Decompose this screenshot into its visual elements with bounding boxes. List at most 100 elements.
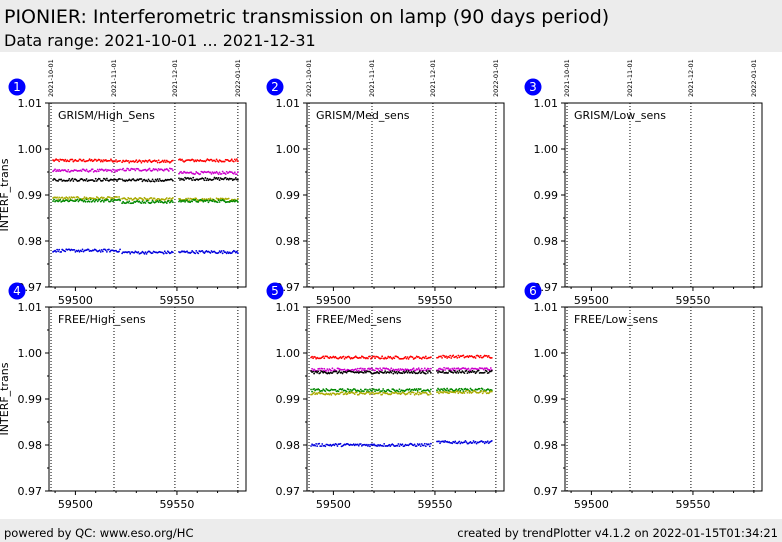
data-point-olive	[67, 198, 70, 200]
data-point-blue	[226, 251, 229, 253]
data-point-magenta	[89, 170, 92, 172]
data-point-black	[94, 177, 97, 180]
data-point-black	[98, 178, 101, 180]
data-point-green	[164, 201, 167, 203]
y-tick-label: 0.97	[276, 485, 301, 498]
data-point-black	[233, 178, 236, 181]
data-point-green	[478, 387, 481, 390]
data-point-black	[396, 372, 399, 375]
data-point-magenta	[488, 368, 491, 371]
data-point-black	[457, 372, 460, 374]
data-point-blue	[137, 251, 140, 253]
data-point-blue	[369, 445, 371, 448]
data-point-magenta	[360, 369, 363, 372]
data-point-magenta	[318, 367, 321, 370]
data-point-magenta	[133, 168, 136, 171]
data-point-magenta	[216, 172, 219, 174]
footer-generator-info: created by trendPlotter v4.1.2 on 2022-0…	[457, 526, 778, 540]
data-range-subtitle: Data range: 2021-10-01 ... 2021-12-31	[4, 31, 316, 50]
data-point-green	[341, 388, 344, 390]
data-point-red	[414, 356, 417, 359]
data-point-olive	[73, 196, 76, 199]
y-tick-label: 1.00	[18, 143, 43, 156]
data-point-olive	[316, 393, 319, 395]
data-point-blue	[80, 250, 83, 253]
data-point-blue	[320, 445, 323, 448]
data-point-blue	[201, 250, 204, 252]
data-point-red	[214, 160, 217, 163]
data-point-blue	[98, 249, 101, 252]
x-tick-label: 59500	[58, 498, 93, 511]
data-point-green	[128, 200, 131, 203]
data-point-olive	[179, 197, 181, 200]
data-point-magenta	[85, 168, 88, 171]
x-tick-label: 59500	[316, 498, 351, 511]
data-point-green	[365, 388, 367, 391]
data-point-red	[128, 161, 131, 164]
data-point-black	[402, 370, 405, 373]
data-point-olive	[438, 392, 440, 395]
data-point-olive	[369, 393, 371, 396]
data-point-blue	[74, 250, 77, 253]
data-point-magenta	[414, 369, 417, 372]
data-point-green	[76, 198, 79, 201]
data-point-black	[362, 372, 365, 374]
data-point-blue	[87, 248, 90, 251]
data-point-black	[418, 370, 421, 373]
data-point-green	[382, 388, 385, 390]
data-point-blue	[443, 441, 445, 444]
data-point-black	[68, 177, 71, 180]
footer-credit[interactable]: powered by QC: www.eso.org/HC	[4, 526, 194, 540]
data-point-blue	[56, 248, 59, 251]
data-point-green	[217, 199, 220, 202]
data-point-black	[455, 371, 458, 374]
data-point-magenta	[96, 168, 99, 171]
data-point-olive	[484, 390, 487, 393]
data-point-black	[230, 177, 233, 180]
data-point-olive	[412, 391, 415, 394]
data-point-green	[461, 388, 464, 391]
data-point-black	[222, 178, 225, 181]
data-point-red	[456, 356, 459, 359]
data-point-red	[455, 355, 458, 358]
data-point-red	[163, 159, 166, 162]
data-point-magenta	[104, 168, 107, 171]
data-point-blue	[105, 250, 108, 253]
data-point-black	[81, 178, 84, 181]
data-point-olive	[57, 198, 60, 201]
data-point-olive	[346, 392, 349, 395]
data-point-black	[410, 370, 413, 373]
data-point-olive	[116, 196, 118, 198]
data-point-black	[490, 369, 493, 372]
data-point-blue	[359, 443, 362, 445]
data-point-black	[202, 177, 205, 180]
y-tick-label: 1.01	[18, 301, 43, 314]
data-point-green	[416, 389, 419, 392]
y-tick-label: 0.99	[18, 189, 43, 202]
data-point-black	[205, 179, 208, 182]
data-point-black	[171, 179, 174, 182]
y-tick-label: 1.00	[534, 347, 559, 360]
data-point-black	[365, 371, 367, 374]
data-point-green	[89, 198, 92, 201]
data-point-red	[146, 161, 149, 163]
data-point-red	[193, 160, 196, 163]
top-date-label: 2021-10-01	[305, 59, 313, 97]
data-point-red	[404, 355, 407, 358]
data-point-red	[473, 355, 476, 358]
data-point-green	[151, 199, 154, 202]
data-point-olive	[448, 392, 451, 395]
data-point-green	[451, 388, 454, 391]
data-point-red	[157, 159, 160, 162]
data-point-black	[331, 372, 334, 374]
data-point-blue	[55, 250, 58, 253]
data-point-magenta	[451, 367, 454, 370]
chart-panel-5: 0.97 0.98 0.99 1.00 1.01 59500 59550 FREE/Med_s…	[266, 282, 505, 511]
data-point-green	[165, 202, 168, 205]
data-point-olive	[195, 197, 198, 200]
data-point-magenta	[377, 368, 379, 370]
data-point-red	[424, 355, 427, 358]
data-point-blue	[220, 250, 223, 252]
data-point-black	[178, 177, 180, 180]
data-point-blue	[195, 249, 198, 252]
